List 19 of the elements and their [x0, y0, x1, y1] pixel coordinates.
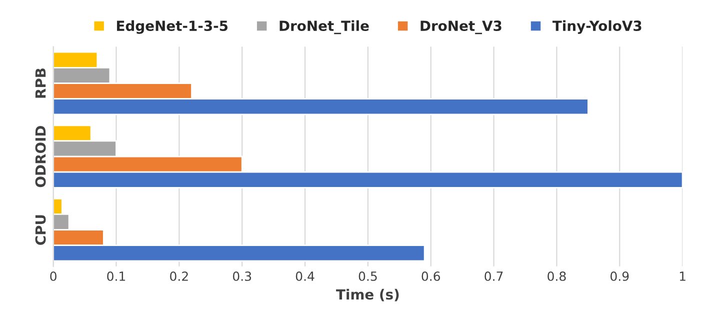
legend-label: DroNet_V3	[420, 20, 502, 34]
legend-label: EdgeNet-1-3-5	[117, 20, 228, 34]
x-tick-label: 0.1	[107, 271, 126, 281]
x-tick-label: 0	[50, 271, 56, 281]
legend-label: DroNet_Tile	[280, 20, 369, 34]
x-tick-label: 0.7	[484, 271, 503, 281]
y-tick-label: CPU	[35, 215, 46, 245]
x-tick-label: 0.4	[296, 271, 314, 281]
x-tick-label: 0.3	[232, 271, 252, 281]
x-tick-label: 1	[680, 272, 686, 281]
y-tick-label: RPB	[35, 68, 46, 98]
y-tick-label: ODROID	[35, 126, 46, 188]
x-tick-label: 0.2	[170, 271, 188, 281]
x-tick-label: 0.5	[358, 271, 377, 281]
x-tick-label: 0.6	[422, 271, 440, 281]
legend-label: Tiny-YoloV3	[552, 20, 642, 34]
x-tick-label: 0.8	[548, 271, 566, 281]
x-axis-title: Time (s)	[336, 288, 399, 302]
x-tick-label: 0.9	[610, 271, 629, 281]
